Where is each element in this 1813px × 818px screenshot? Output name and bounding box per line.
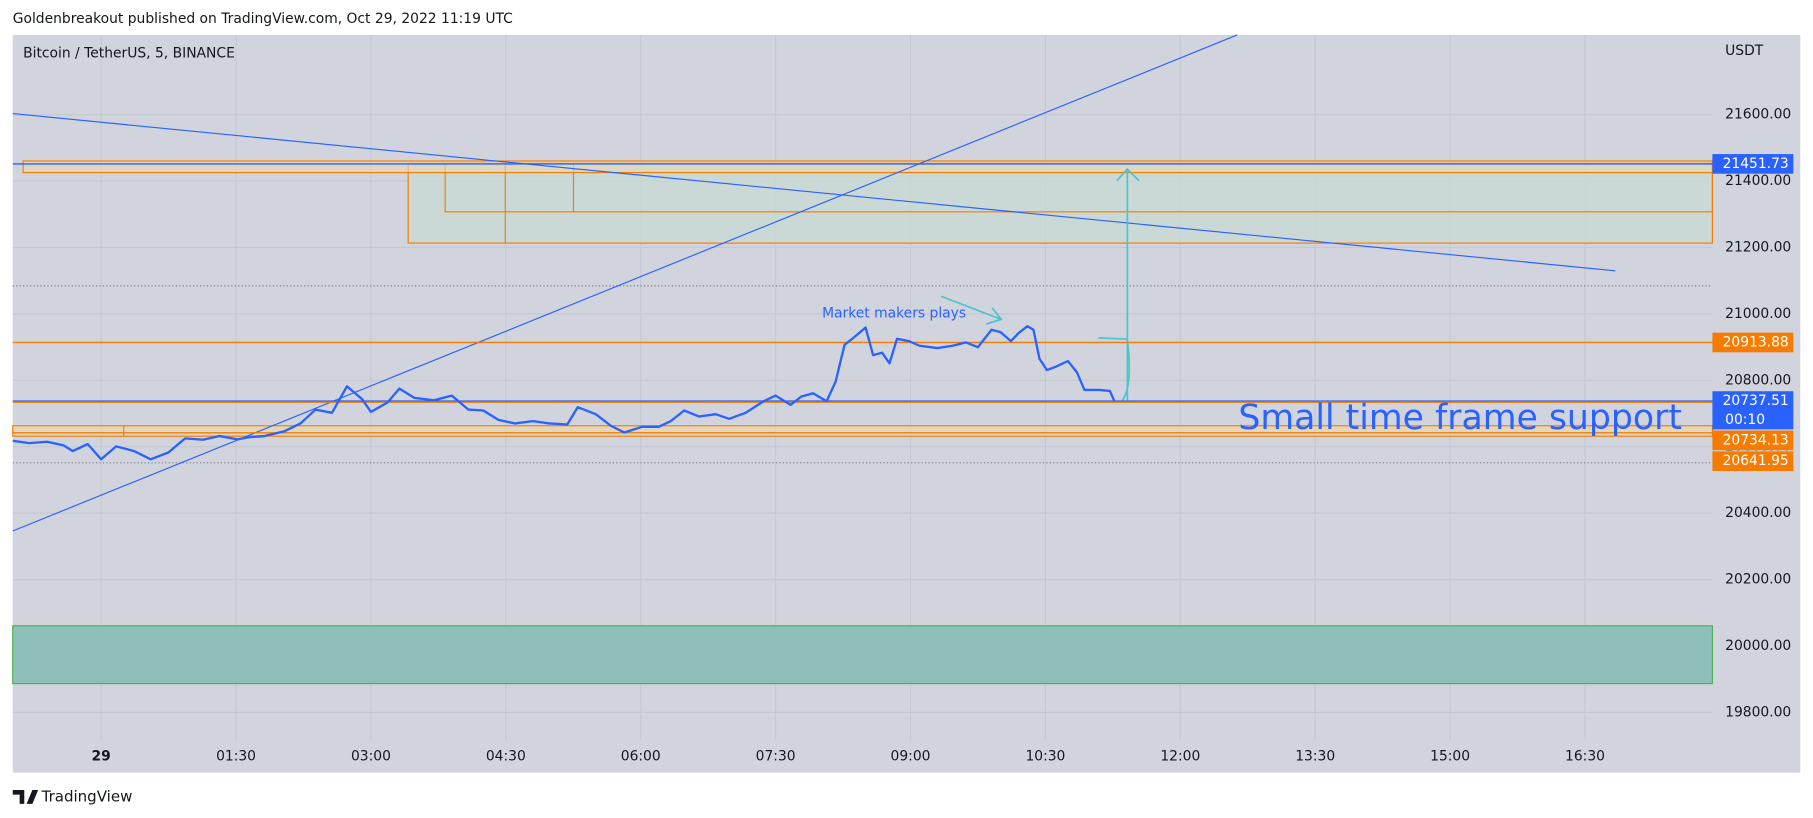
y-tick-label: 19800.00	[1725, 704, 1791, 720]
x-tick-label: 13:30	[1295, 748, 1335, 764]
x-tick-label: 04:30	[486, 748, 526, 764]
zone	[407, 162, 1713, 244]
price-line-series	[12, 325, 1116, 461]
x-tick-label: 09:00	[891, 748, 931, 764]
price-label-box	[1712, 451, 1794, 472]
price-label-box	[1712, 391, 1794, 430]
plot	[12, 163, 1713, 461]
price-label: 20737.51	[1723, 393, 1789, 409]
arrow	[1098, 337, 1131, 403]
y-axis-label: USDT	[1725, 43, 1764, 59]
arrow	[1116, 167, 1140, 402]
price-label-box	[1712, 430, 1794, 451]
x-tick-label: 06:00	[621, 748, 661, 764]
x-tick-label: 07:30	[756, 748, 796, 764]
x-tick-label: 29	[92, 748, 111, 764]
y-tick-label: 20200.00	[1725, 572, 1791, 588]
symbol: Bitcoin / TetherUS, 5, BINANCE	[23, 45, 235, 61]
x-tick-label: 15:00	[1430, 748, 1470, 764]
demand-zone	[12, 625, 1713, 685]
price-label: 21451.73	[1723, 156, 1789, 172]
annotation: Small time frame support	[1238, 398, 1682, 438]
countdown-label: 00:10	[1725, 412, 1765, 428]
price-label: 20641.95	[1723, 453, 1789, 469]
brand-logo	[12, 789, 39, 804]
x-tick-label: 03:00	[351, 748, 391, 764]
x-tick-label: 01:30	[216, 748, 256, 764]
price-label-box	[1712, 154, 1794, 174]
y-tick-label: 21400.00	[1725, 173, 1791, 189]
price-label: 20913.88	[1723, 334, 1789, 350]
price-label: 20734.13	[1723, 432, 1789, 448]
y-tick-label: 20000.00	[1725, 638, 1791, 654]
logo	[12, 789, 39, 804]
y-tick-label: 20400.00	[1725, 505, 1791, 521]
y-tick-label: 21600.00	[1725, 107, 1791, 123]
brand: TradingView	[41, 787, 133, 805]
zone	[22, 160, 1713, 174]
price-label-box	[1712, 332, 1794, 353]
annotation: Market makers plays	[822, 306, 966, 322]
x-tick-label: 12:00	[1160, 748, 1200, 764]
trend-line	[12, 113, 1616, 272]
y-tick-label: 21000.00	[1725, 306, 1791, 322]
arrow	[940, 295, 1003, 325]
y-tick-label: 20800.00	[1725, 372, 1791, 388]
trend-line	[12, 34, 1238, 532]
x-tick-label: 16:30	[1565, 748, 1605, 764]
x-tick-label: 10:30	[1025, 748, 1065, 764]
y-tick-label: 21200.00	[1725, 239, 1791, 255]
publisher: Goldenbreakout published on TradingView.…	[13, 11, 513, 27]
